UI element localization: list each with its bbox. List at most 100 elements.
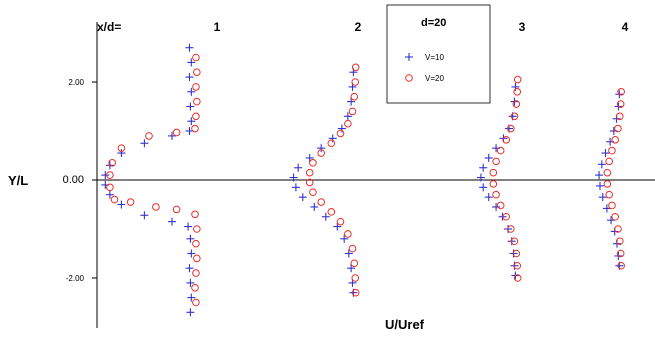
data-point-plus <box>294 163 303 172</box>
data-point-plus <box>168 131 176 140</box>
data-point-circle <box>513 274 522 282</box>
station-label-4: 4 <box>622 20 629 34</box>
data-point-circle <box>351 78 360 86</box>
data-point-circle <box>348 244 357 253</box>
data-point-circle <box>106 171 114 179</box>
data-point-plus <box>186 102 195 111</box>
data-point-circle <box>192 112 200 121</box>
data-point-circle <box>611 212 619 221</box>
data-point-circle <box>617 88 625 96</box>
data-point-plus <box>595 171 604 180</box>
data-point-circle <box>605 190 614 199</box>
data-point-circle <box>327 139 336 148</box>
data-point-circle <box>507 225 515 233</box>
data-point-circle <box>351 288 360 297</box>
data-point-circle <box>513 75 522 84</box>
data-point-plus <box>510 261 519 270</box>
data-point-circle <box>108 159 116 167</box>
legend-marker-circle <box>405 74 413 82</box>
data-point-circle <box>614 124 622 133</box>
y-ticks: 2.00 0.00 -2.00 <box>63 78 97 283</box>
data-point-plus <box>187 117 196 126</box>
data-point-plus <box>479 163 488 172</box>
data-point-circle <box>344 119 352 128</box>
data-point-plus <box>601 149 610 158</box>
data-point-circle <box>617 261 625 270</box>
data-point-plus <box>187 249 196 258</box>
data-point-plus <box>298 193 307 202</box>
data-point-circle <box>603 180 612 188</box>
data-point-circle <box>192 83 200 91</box>
y-tick-label: 0.00 <box>63 174 84 186</box>
data-point-plus <box>140 211 149 220</box>
data-point-circle <box>305 168 314 177</box>
data-point-plus <box>140 139 149 148</box>
data-point-plus <box>340 234 349 243</box>
data-point-plus <box>184 222 193 231</box>
data-point-circle <box>615 237 624 246</box>
data-point-circle <box>305 178 314 187</box>
data-point-circle <box>605 157 614 166</box>
data-point-circle <box>614 225 622 233</box>
data-point-plus <box>185 264 194 273</box>
data-point-circle <box>513 261 522 270</box>
legend-box <box>386 4 491 104</box>
data-point-plus <box>117 200 126 209</box>
data-point-circle <box>351 274 360 282</box>
data-point-plus <box>186 234 195 243</box>
data-point-plus <box>187 58 196 67</box>
data-point-circle <box>193 225 201 233</box>
data-point-circle <box>603 168 612 177</box>
legend: d=20 V=10 V=20 <box>386 4 491 104</box>
data-point-circle <box>350 92 359 101</box>
data-point-plus <box>484 193 493 202</box>
data-point-plus <box>511 82 520 91</box>
data-point-plus <box>185 43 194 52</box>
data-point-circle <box>110 195 119 204</box>
data-point-circle <box>191 284 199 292</box>
data-point-circle <box>510 112 519 121</box>
data-point-plus <box>492 202 501 211</box>
data-point-plus <box>479 183 488 192</box>
data-point-plus <box>291 183 300 192</box>
data-point-plus <box>186 278 195 287</box>
data-point-circle <box>615 112 624 121</box>
data-point-plus <box>609 127 618 135</box>
data-point-circle <box>489 180 498 188</box>
data-point-circle <box>193 97 201 106</box>
station-label-3: 3 <box>519 20 526 34</box>
data-point-plus <box>168 217 176 226</box>
data-point-plus <box>597 160 606 169</box>
data-point-circle <box>193 254 201 263</box>
data-point-circle <box>152 203 160 211</box>
data-point-circle <box>611 136 619 144</box>
data-point-plus <box>509 249 518 258</box>
data-point-circle <box>172 128 181 137</box>
data-point-plus <box>504 225 513 233</box>
data-point-circle <box>616 249 625 258</box>
data-point-plus <box>344 249 353 258</box>
data-point-plus <box>187 293 196 302</box>
data-point-plus <box>484 153 493 162</box>
data-point-plus <box>328 134 337 143</box>
data-point-plus <box>347 264 356 273</box>
data-point-circle <box>117 144 126 152</box>
data-point-circle <box>492 190 500 199</box>
data-point-circle <box>512 249 521 258</box>
data-point-circle <box>608 146 616 155</box>
data-point-circle <box>145 132 153 140</box>
data-point-plus <box>596 181 604 190</box>
data-point-circle <box>191 124 199 133</box>
data-point-circle <box>193 68 201 76</box>
data-point-plus <box>321 212 330 221</box>
data-point-circle <box>348 107 357 116</box>
data-point-circle <box>350 259 359 268</box>
data-point-circle <box>192 298 200 307</box>
data-point-plus <box>333 222 342 231</box>
data-point-circle <box>351 63 360 72</box>
data-point-circle <box>608 201 616 210</box>
data-point-plus <box>186 308 195 317</box>
data-point-plus <box>289 173 298 182</box>
station-label-1: 1 <box>214 20 221 34</box>
